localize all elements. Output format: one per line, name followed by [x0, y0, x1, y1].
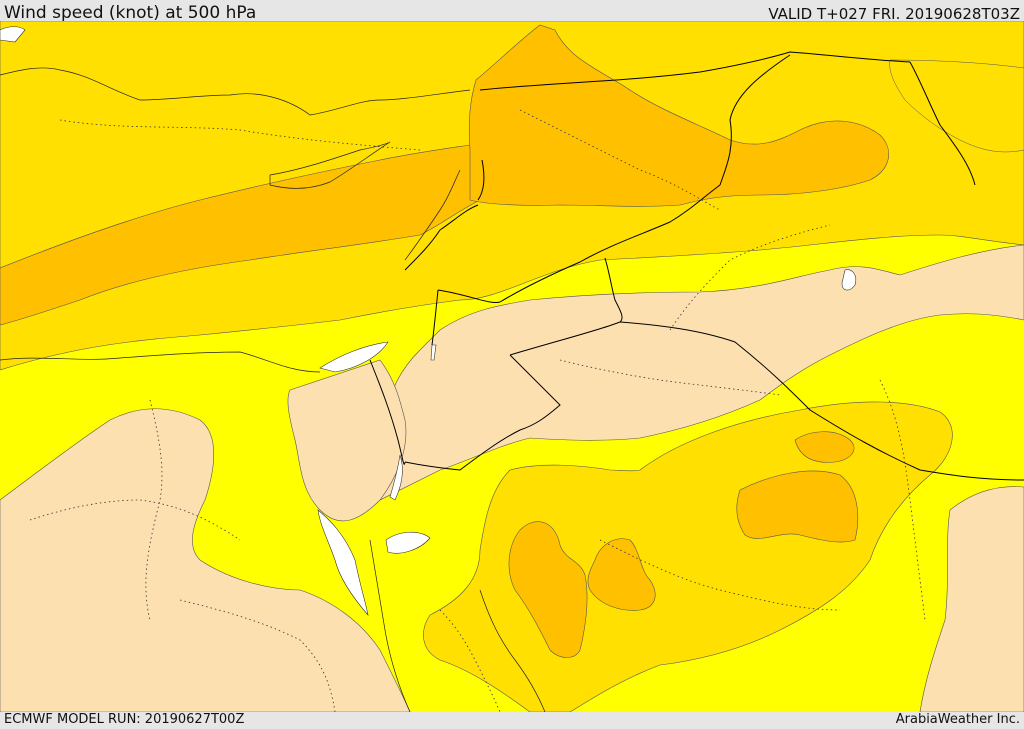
credit-label: ArabiaWeather Inc. [895, 712, 1020, 727]
wind-speed-map [0, 21, 1024, 712]
wind-band-light-egypt [0, 408, 411, 712]
wind-band-light-sinai [287, 359, 407, 522]
wind-band-orange-south-1 [508, 521, 588, 658]
wind-band-light-south-east [919, 486, 1024, 712]
water-coast-patch [319, 341, 389, 373]
coastlines [0, 67, 546, 712]
map-title: Wind speed (knot) at 500 hPa [4, 3, 257, 23]
country-borders [369, 51, 1024, 481]
wind-band-gold-north-east [889, 59, 1024, 153]
water-gulf [841, 269, 857, 291]
water-gulf-of-suez [317, 509, 369, 617]
wind-band-light-central [377, 244, 1024, 501]
valid-time-label: VALID T+027 FRI. 20190628T03Z [768, 5, 1020, 23]
wind-band-orange-south-3 [736, 470, 859, 543]
water-gulf-of-aqaba [389, 454, 403, 501]
water-nw-corner [0, 26, 26, 43]
wind-band-orange-north-east [468, 24, 889, 207]
water-dead-sea [430, 344, 437, 361]
water-lake-nile [385, 531, 431, 554]
wind-band-orange-south-2 [587, 538, 656, 611]
wind-band-orange-south-4 [794, 431, 855, 463]
model-run-label: ECMWF MODEL RUN: 20190627T00Z [4, 712, 245, 727]
wind-band-orange-jet-west [0, 144, 491, 326]
province-borders [29, 109, 926, 712]
